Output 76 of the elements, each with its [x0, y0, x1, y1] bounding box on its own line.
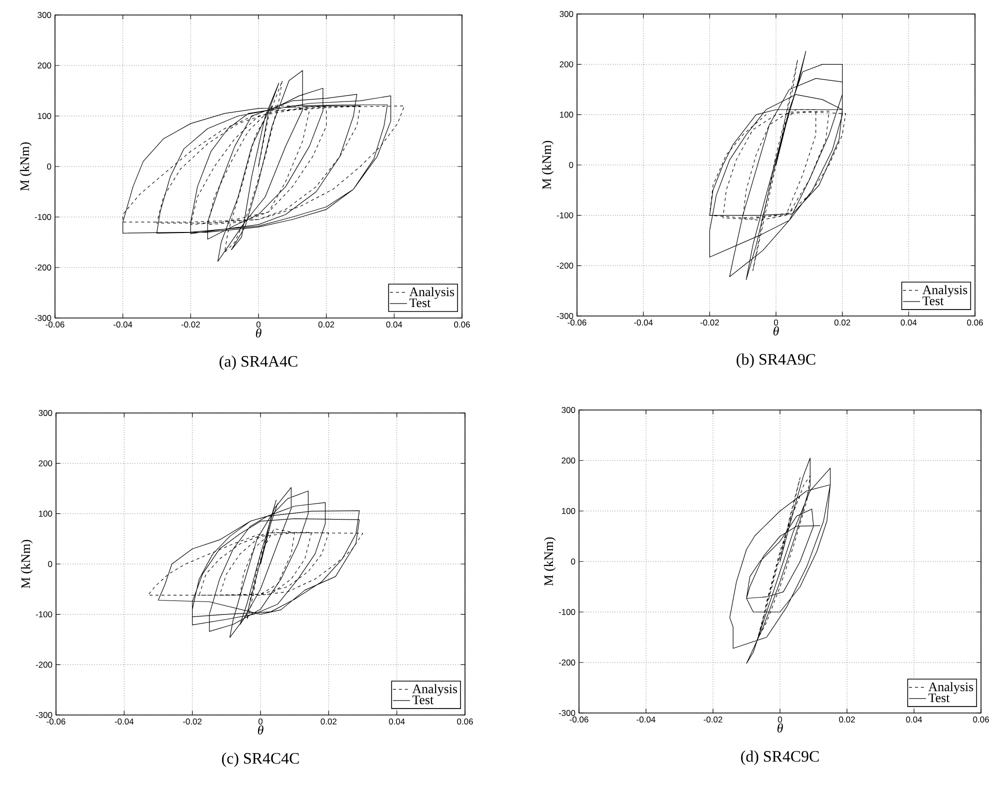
- x-tick-label: 0.06: [457, 718, 473, 725]
- x-tick-label: 0.06: [973, 716, 989, 723]
- text: (b) SR4A9C: [736, 354, 816, 368]
- x-tick-label: 0.02: [318, 322, 334, 328]
- y-tick-label: -100: [556, 212, 574, 218]
- x-tick-label: -0.06: [570, 716, 588, 723]
- x-axis-title: θ: [777, 723, 783, 733]
- x-tick-label: -0.02: [704, 716, 722, 723]
- legend-label: Analysis: [922, 285, 968, 297]
- y-tick-label: 200: [38, 460, 52, 466]
- x-tick-label: 0.02: [839, 716, 855, 723]
- legend-label: Test: [412, 696, 434, 704]
- x-tick-label: -0.02: [700, 320, 719, 326]
- x-tick-label: 0.02: [834, 320, 850, 326]
- x-tick-label: 0.04: [906, 716, 922, 723]
- x-tick-label: 0.04: [386, 322, 402, 328]
- y-tick-label: -200: [556, 262, 574, 269]
- x-tick-label: -0.04: [636, 716, 656, 723]
- x-axis-title: θ: [773, 326, 779, 336]
- y-tick-label: -300: [34, 315, 52, 321]
- y-tick-label: 100: [560, 112, 574, 118]
- legend-label: Test: [928, 694, 950, 702]
- y-tick-label: 200: [560, 61, 574, 68]
- y-tick-label: 200: [38, 62, 52, 68]
- legend-label: Analysis: [412, 684, 458, 696]
- y-tick-label: 0: [571, 558, 576, 564]
- x-tick-label: -0.06: [46, 322, 64, 328]
- legend-label: Test: [922, 296, 944, 306]
- y-tick-label: -300: [36, 712, 52, 718]
- y-tick-label: -100: [34, 214, 52, 220]
- y-tick-label: 0: [48, 561, 52, 567]
- y-tick-label: 100: [562, 508, 576, 514]
- x-tick-label: 0: [778, 716, 782, 723]
- x-tick-label: -0.02: [183, 718, 202, 725]
- y-axis-title: M (kNm): [544, 537, 556, 586]
- y-tick-label: 300: [560, 11, 574, 17]
- y-tick-label: 300: [562, 407, 576, 413]
- y-tick-label: 100: [38, 113, 52, 119]
- y-axis-title: M (kNm): [20, 540, 33, 588]
- x-tick-label: 0.04: [900, 320, 917, 326]
- y-tick-label: 0: [47, 164, 52, 170]
- y-tick-label: 100: [38, 510, 52, 517]
- x-tick-label: 0.04: [388, 718, 405, 725]
- x-tick-label: 0.02: [320, 718, 336, 725]
- y-tick-label: 200: [562, 458, 576, 464]
- x-tick-label: -0.02: [181, 322, 200, 328]
- text: (c) SR4C4C: [222, 752, 299, 767]
- y-axis-title: M (kNm): [542, 140, 554, 190]
- x-tick-label: -0.04: [114, 322, 132, 328]
- x-axis-title: θ: [258, 725, 264, 735]
- x-tick-label: -0.06: [46, 718, 66, 725]
- x-tick-label: 0.06: [967, 320, 983, 326]
- legend-label: Analysis: [409, 287, 454, 299]
- x-tick-label: -0.04: [114, 718, 134, 725]
- text: (a) SR4A4C: [220, 356, 298, 370]
- y-tick-label: 0: [569, 162, 574, 168]
- y-tick-label: -200: [558, 660, 576, 666]
- y-tick-label: -300: [558, 710, 576, 716]
- legend-label: Test: [409, 298, 431, 308]
- x-axis-title: θ: [256, 328, 262, 338]
- x-tick-label: 0: [774, 320, 778, 326]
- y-tick-label: -200: [34, 264, 52, 270]
- x-tick-label: 0: [256, 322, 261, 328]
- y-tick-label: 300: [38, 12, 52, 18]
- x-tick-label: 0.06: [454, 322, 470, 328]
- text: (d) SR4C9C: [741, 750, 819, 765]
- y-tick-label: 300: [38, 410, 52, 416]
- y-tick-label: -100: [558, 609, 576, 615]
- legend-label: Analysis: [928, 682, 974, 694]
- x-tick-label: -0.06: [568, 320, 586, 326]
- y-tick-label: -300: [556, 313, 574, 319]
- y-axis-title: M (kNm): [20, 142, 32, 191]
- y-tick-label: -200: [36, 662, 52, 668]
- y-tick-label: -100: [36, 611, 52, 618]
- x-tick-label: -0.04: [634, 320, 653, 326]
- x-tick-label: 0: [258, 718, 263, 725]
